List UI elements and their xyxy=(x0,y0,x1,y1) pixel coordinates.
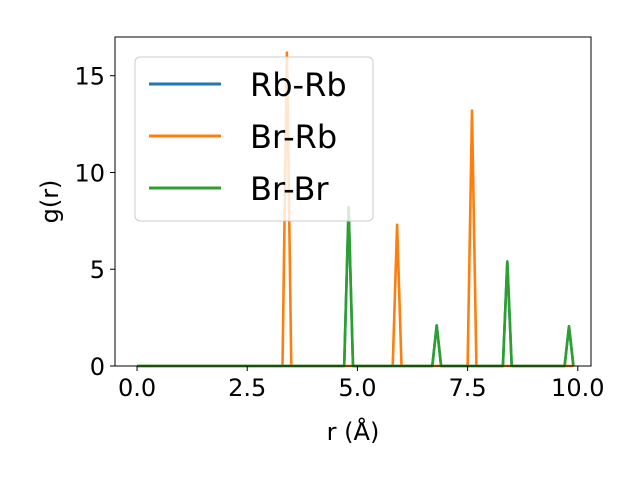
x-axis-ticks: 0.0 2.5 5.0 7.5 10.0 xyxy=(118,366,604,402)
x-tick-label: 5.0 xyxy=(338,374,376,402)
legend-label-br-rb: Br-Rb xyxy=(250,118,337,156)
plot-frame xyxy=(114,36,592,367)
legend-label-br-br: Br-Br xyxy=(250,170,329,208)
x-tick-label: 2.5 xyxy=(228,374,266,402)
x-tick-label: 7.5 xyxy=(449,374,487,402)
y-axis-label: g(r) xyxy=(36,180,64,224)
x-tick-label: 10.0 xyxy=(551,374,604,402)
y-axis-ticks: 0 5 10 15 xyxy=(74,63,115,381)
y-tick-label: 0 xyxy=(90,353,105,381)
legend-box xyxy=(134,56,374,222)
x-axis-label: r (Å) xyxy=(327,417,380,446)
legend-label-rb-rb: Rb-Rb xyxy=(250,66,347,104)
series-line-br-br xyxy=(137,206,575,368)
y-tick-label: 15 xyxy=(74,63,105,91)
y-tick-label: 5 xyxy=(90,256,105,284)
legend: Rb-Rb Br-Rb Br-Br xyxy=(134,56,374,222)
y-tick-label: 10 xyxy=(74,159,105,187)
x-tick-label: 0.0 xyxy=(118,374,156,402)
